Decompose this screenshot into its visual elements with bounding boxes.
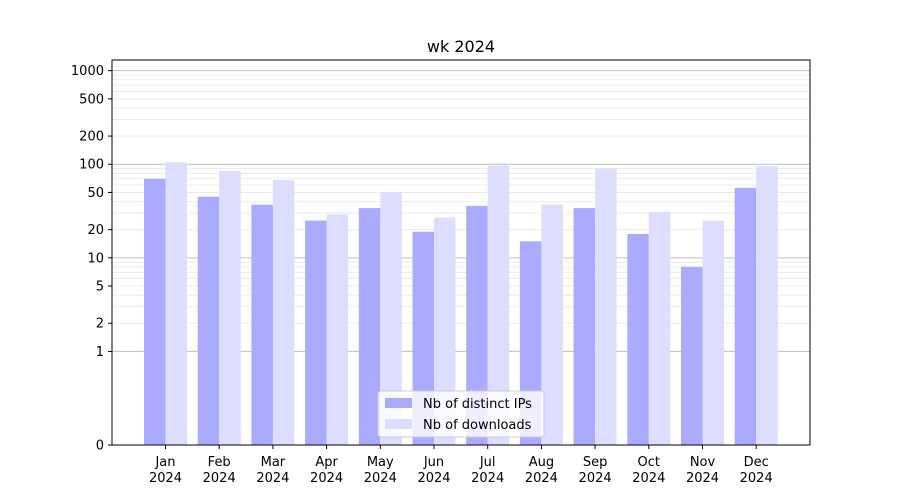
- bar-distinct-ips: [197, 196, 220, 445]
- bar-distinct-ips: [358, 208, 381, 445]
- chart-title: wk 2024: [427, 37, 495, 56]
- y-tick-label: 5: [96, 280, 104, 295]
- bar-downloads: [541, 204, 563, 445]
- bar-downloads: [702, 220, 724, 445]
- y-tick-label: 1: [96, 345, 104, 360]
- y-tick-label: 1000: [71, 64, 104, 79]
- x-tick-label: 2024: [740, 471, 773, 486]
- x-tick-label: Mar: [261, 455, 286, 470]
- bar-distinct-ips: [144, 178, 166, 446]
- x-tick-label: 2024: [579, 471, 612, 486]
- x-tick-label: 2024: [149, 471, 182, 486]
- x-tick-label: 2024: [471, 471, 504, 486]
- legend-swatch: [385, 398, 412, 408]
- legend-label: Nb of downloads: [423, 418, 532, 433]
- bar-distinct-ips: [627, 233, 649, 445]
- bar-downloads: [434, 217, 456, 445]
- x-tick-label: Dec: [744, 455, 769, 470]
- y-tick-label: 200: [79, 130, 104, 145]
- x-tick-label: Jan: [154, 455, 175, 470]
- x-tick-label: Nov: [690, 455, 716, 470]
- bar-downloads: [756, 166, 778, 445]
- x-axis: Jan2024Feb2024Mar2024Apr2024May2024Jun20…: [149, 445, 773, 486]
- x-tick-label: 2024: [686, 471, 719, 486]
- legend: Nb of distinct IPs Nb of downloads: [377, 390, 545, 438]
- legend-swatch: [385, 419, 412, 429]
- legend-box: [377, 390, 545, 438]
- bar-distinct-ips: [251, 204, 273, 445]
- plot-frame: [111, 59, 811, 446]
- legend-label: Nb of distinct IPs: [423, 397, 532, 412]
- bar-downloads: [487, 165, 510, 446]
- bar-distinct-ips: [734, 187, 757, 445]
- bar-distinct-ips: [466, 205, 488, 445]
- x-tick-label: Feb: [208, 455, 231, 470]
- y-tick-label: 500: [79, 92, 104, 107]
- bar-downloads: [595, 168, 617, 445]
- bar-downloads: [272, 179, 295, 445]
- bar-distinct-ips: [573, 208, 596, 445]
- x-tick-label: 2024: [632, 471, 665, 486]
- bar-downloads: [219, 170, 241, 446]
- x-tick-label: 2024: [525, 471, 558, 486]
- x-tick-label: 2024: [310, 471, 343, 486]
- x-tick-label: 2024: [203, 471, 236, 486]
- y-tick-label: 100: [79, 158, 104, 173]
- x-tick-label: 2024: [364, 471, 397, 486]
- x-tick-label: Aug: [529, 455, 554, 470]
- y-tick-label: 50: [87, 186, 104, 201]
- x-tick-label: Jul: [479, 455, 496, 470]
- x-tick-label: Sep: [583, 455, 608, 470]
- bar-distinct-ips: [305, 220, 327, 445]
- bars-layer: [144, 162, 778, 446]
- bar-distinct-ips: [681, 266, 703, 445]
- y-tick-label: 10: [87, 251, 104, 266]
- y-tick-label: 0: [96, 439, 104, 454]
- x-tick-label: Apr: [315, 455, 338, 470]
- x-tick-label: May: [367, 455, 394, 470]
- x-tick-label: Oct: [638, 455, 660, 470]
- x-tick-label: 2024: [256, 471, 289, 486]
- bar-downloads: [326, 214, 349, 445]
- x-tick-label: Jun: [423, 455, 444, 470]
- y-tick-label: 2: [96, 317, 104, 332]
- x-tick-label: 2024: [417, 471, 450, 486]
- y-axis: 0 1 2 5 10 20 50 100 200 500 1000: [71, 64, 112, 454]
- bar-downloads: [165, 162, 187, 446]
- bar-downloads: [380, 192, 402, 445]
- bar-downloads: [648, 211, 671, 445]
- y-tick-label: 20: [87, 223, 104, 238]
